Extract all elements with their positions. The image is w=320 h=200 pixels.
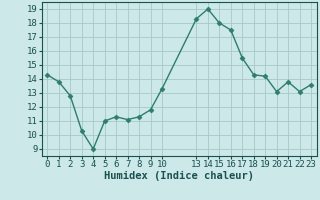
X-axis label: Humidex (Indice chaleur): Humidex (Indice chaleur) <box>104 171 254 181</box>
